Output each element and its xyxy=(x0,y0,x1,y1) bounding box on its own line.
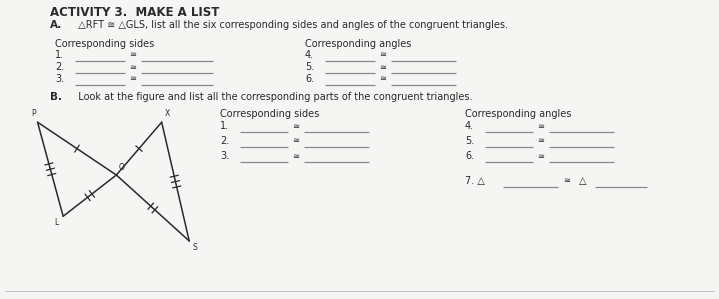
Text: 2.: 2. xyxy=(220,136,229,146)
Text: ≅: ≅ xyxy=(538,152,544,161)
Text: △RFT ≅ △GLS, list all the six corresponding sides and angles of the congruent tr: △RFT ≅ △GLS, list all the six correspond… xyxy=(72,20,508,30)
Text: S: S xyxy=(192,243,197,252)
Text: P: P xyxy=(31,109,35,118)
Text: X: X xyxy=(165,109,170,118)
Text: 1.: 1. xyxy=(220,121,229,131)
Text: 2.: 2. xyxy=(55,62,64,72)
Text: ≅: ≅ xyxy=(538,137,544,146)
Text: ≅: ≅ xyxy=(380,62,387,71)
Text: ≅: ≅ xyxy=(129,74,137,83)
Text: ≅: ≅ xyxy=(380,51,387,60)
Text: 3.: 3. xyxy=(55,74,64,84)
Text: O: O xyxy=(119,163,124,172)
Text: ≅: ≅ xyxy=(564,176,570,185)
Text: Look at the figure and list all the corresponding parts of the congruent triangl: Look at the figure and list all the corr… xyxy=(72,92,472,102)
Text: ≅: ≅ xyxy=(129,62,137,71)
Text: A.: A. xyxy=(50,20,63,30)
Text: 4.: 4. xyxy=(465,121,474,131)
Text: L: L xyxy=(54,218,58,227)
Text: 6.: 6. xyxy=(465,151,474,161)
Text: △: △ xyxy=(579,176,587,186)
Text: ≅: ≅ xyxy=(380,74,387,83)
Text: ≅: ≅ xyxy=(293,137,300,146)
Text: 4.: 4. xyxy=(305,50,314,60)
Text: Corresponding sides: Corresponding sides xyxy=(55,39,155,49)
Text: B.: B. xyxy=(50,92,62,102)
Text: Corresponding sides: Corresponding sides xyxy=(220,109,319,119)
Text: 1.: 1. xyxy=(55,50,64,60)
Text: ACTIVITY 3.  MAKE A LIST: ACTIVITY 3. MAKE A LIST xyxy=(50,6,219,19)
Text: 3.: 3. xyxy=(220,151,229,161)
Text: 5.: 5. xyxy=(305,62,314,72)
Text: Corresponding angles: Corresponding angles xyxy=(305,39,411,49)
Text: ≅: ≅ xyxy=(293,152,300,161)
Text: 6.: 6. xyxy=(305,74,314,84)
Text: ≅: ≅ xyxy=(293,121,300,130)
Text: 7. △: 7. △ xyxy=(465,176,485,186)
Text: ≅: ≅ xyxy=(129,51,137,60)
Text: ≅: ≅ xyxy=(538,121,544,130)
Text: Corresponding angles: Corresponding angles xyxy=(465,109,572,119)
Text: 5.: 5. xyxy=(465,136,475,146)
